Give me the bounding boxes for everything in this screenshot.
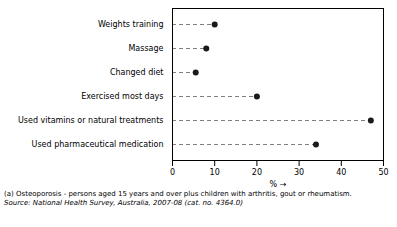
html-text:(a) Osteoporosis - persons age: (a) Osteoporosis - persons aged 15 years…: [4, 190, 352, 198]
svg-text:20: 20: [252, 168, 262, 177]
svg-text:0: 0: [170, 168, 175, 177]
svg-text:Used pharmaceutical medication: Used pharmaceutical medication: [32, 140, 164, 149]
svg-text:30: 30: [294, 168, 304, 177]
svg-text:10: 10: [210, 168, 220, 177]
svg-text:40: 40: [336, 168, 346, 177]
svg-text:Changed diet: Changed diet: [110, 68, 164, 77]
svg-text:Massage: Massage: [128, 44, 163, 53]
svg-text:% →: % →: [270, 180, 287, 189]
svg-text:Weights training: Weights training: [98, 20, 164, 29]
svg-text:Used vitamins or natural treat: Used vitamins or natural treatments: [18, 116, 164, 125]
html-text:Source: National Health Survey: Source: National Health Survey, Australi…: [4, 199, 243, 207]
svg-text:Exercised most days: Exercised most days: [81, 92, 163, 101]
svg-text:50: 50: [378, 168, 388, 177]
